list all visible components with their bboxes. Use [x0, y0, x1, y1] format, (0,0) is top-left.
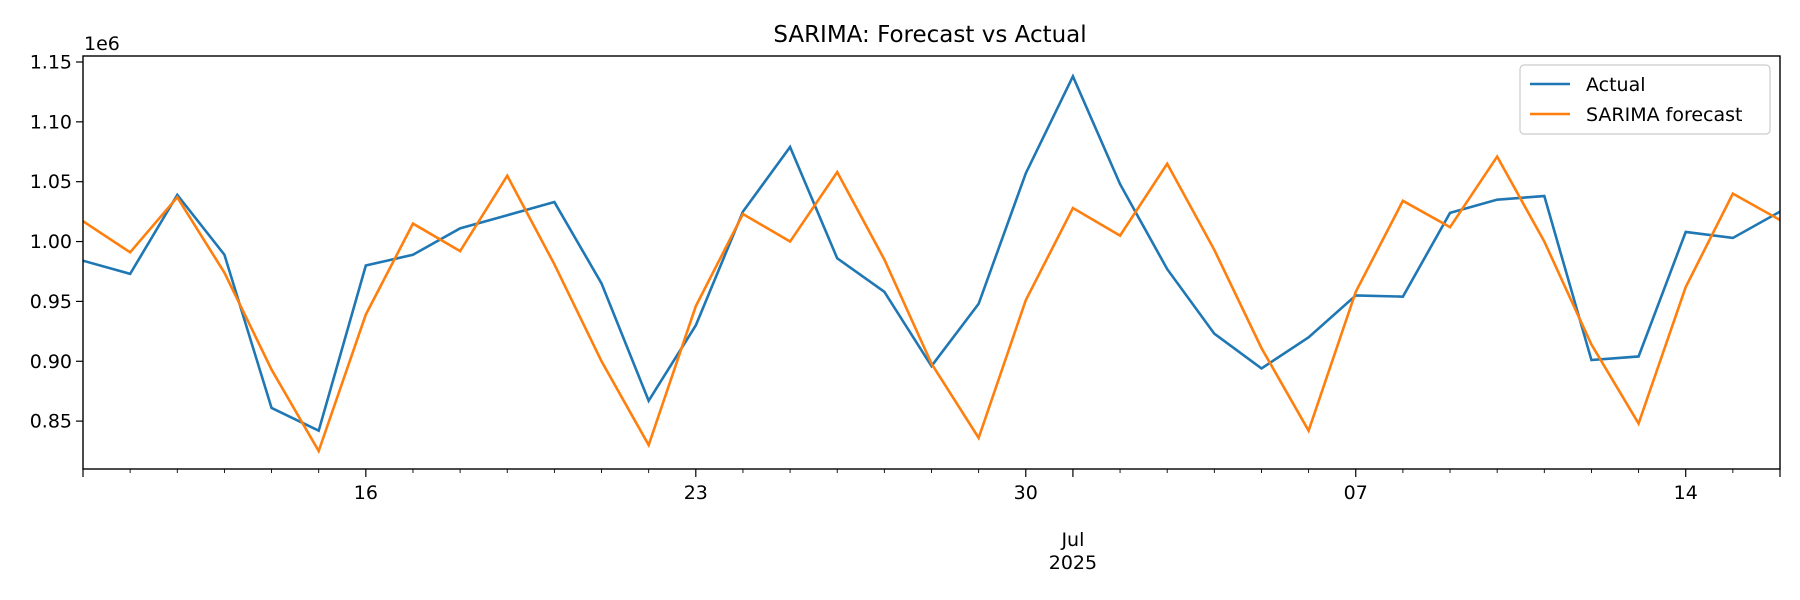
y-tick-label: 1.00 [30, 231, 72, 253]
y-tick-label: 1.05 [30, 171, 72, 193]
plot-area [83, 73, 1780, 455]
x-year-label: 2025 [1049, 552, 1097, 574]
x-tick-label: 23 [684, 482, 708, 504]
x-month-label: Jul [1060, 529, 1084, 551]
y-tick-label: 1.15 [30, 51, 72, 73]
series-line-sarima-forecast [83, 154, 1780, 455]
legend-box [1519, 64, 1771, 135]
x-tick-label: 07 [1344, 482, 1368, 504]
y-tick-label: 0.95 [30, 291, 72, 313]
legend-label: Actual [1586, 74, 1646, 96]
legend-label: SARIMA forecast [1586, 104, 1742, 126]
x-tick-label: 14 [1674, 482, 1698, 504]
y-tick-label: 1.10 [30, 111, 72, 133]
y-tick-label: 0.85 [30, 411, 72, 433]
y-tick-label: 0.90 [30, 351, 72, 373]
legend: Actual SARIMA forecast [1519, 64, 1771, 135]
x-tick-label: 16 [354, 482, 378, 504]
x-tick-label: 30 [1014, 482, 1038, 504]
y-axis-offset-label: 1e6 [84, 33, 120, 55]
y-axis: 0.85 0.90 0.95 1.00 1.05 1.10 1.15 [30, 51, 83, 433]
chart-title: SARIMA: Forecast vs Actual [773, 22, 1086, 48]
